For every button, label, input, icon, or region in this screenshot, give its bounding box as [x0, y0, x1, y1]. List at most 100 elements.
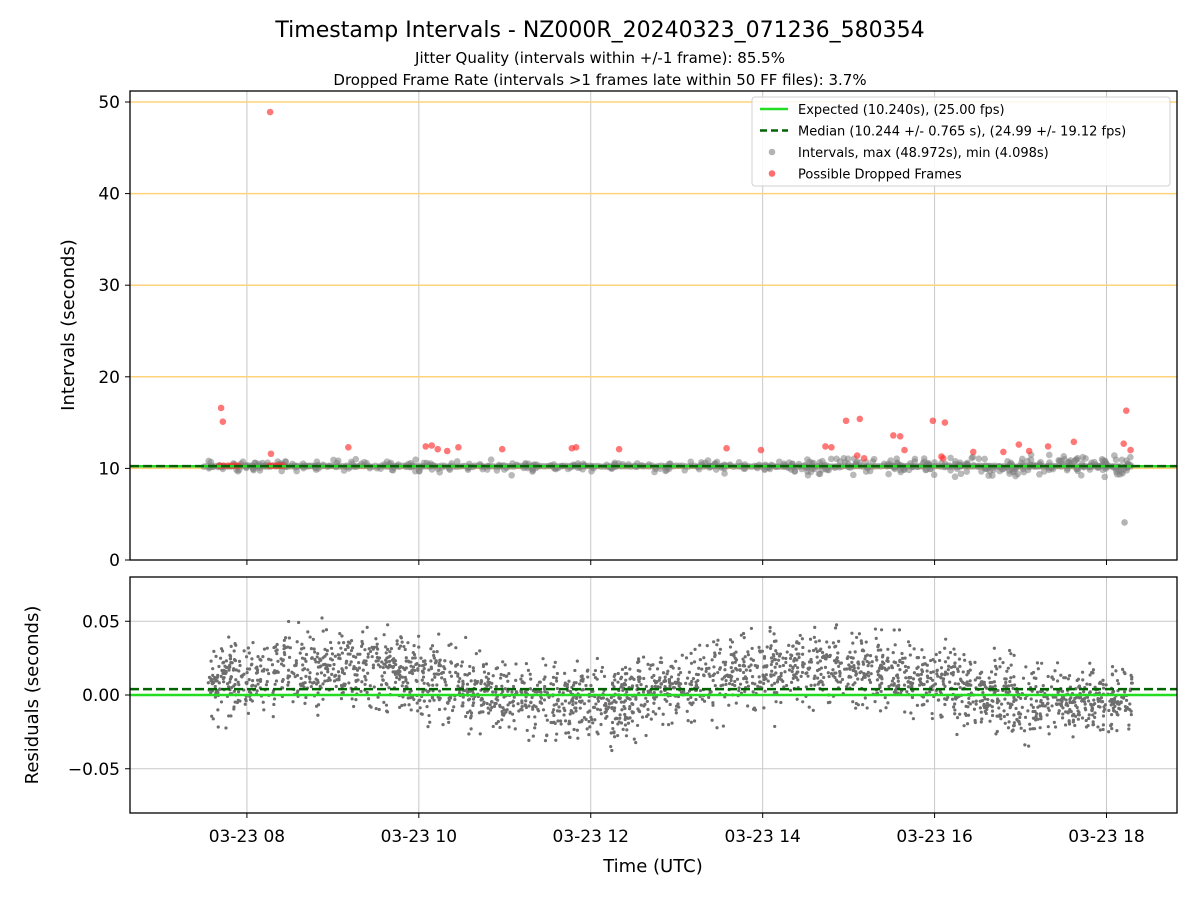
- residual-point: [713, 654, 717, 659]
- residual-point: [1097, 691, 1101, 695]
- residual-point: [1115, 729, 1119, 733]
- residual-point: [734, 701, 738, 705]
- residual-point: [749, 663, 753, 667]
- residual-point: [429, 667, 434, 671]
- residual-point: [272, 670, 276, 675]
- residual-point: [1047, 708, 1051, 712]
- residual-point: [533, 722, 537, 726]
- residual-point: [1019, 696, 1023, 701]
- residual-point: [371, 666, 375, 670]
- residual-point: [294, 663, 298, 668]
- residual-point: [343, 647, 348, 652]
- residual-point: [696, 672, 700, 677]
- residual-point: [960, 699, 964, 704]
- residual-point: [568, 712, 572, 716]
- residual-point: [768, 629, 772, 633]
- residual-point: [274, 649, 278, 653]
- residual-point: [416, 667, 420, 671]
- residual-point: [376, 695, 380, 699]
- residual-point: [281, 678, 285, 682]
- residual-point: [217, 687, 222, 691]
- residual-point: [1024, 665, 1028, 669]
- residual-point: [861, 702, 865, 707]
- residual-point: [555, 732, 559, 736]
- residual-point: [539, 696, 544, 700]
- residual-point: [382, 671, 387, 675]
- residual-point: [1036, 667, 1040, 671]
- residual-point: [917, 683, 922, 687]
- residual-point: [560, 702, 564, 706]
- residual-point: [870, 660, 874, 664]
- residual-point: [309, 685, 313, 689]
- residual-point: [243, 702, 247, 706]
- residual-point: [1096, 699, 1101, 703]
- residual-point: [541, 657, 545, 661]
- residual-point: [1115, 678, 1120, 683]
- residual-point: [912, 647, 916, 651]
- residual-point: [299, 647, 304, 651]
- residual-point: [262, 669, 266, 673]
- residual-point: [282, 643, 286, 648]
- residual-point: [654, 712, 658, 716]
- residual-point: [225, 682, 230, 686]
- residual-point: [574, 696, 579, 701]
- residual-point: [727, 703, 731, 707]
- residual-point: [449, 660, 453, 664]
- residual-point: [840, 677, 845, 682]
- residual-point: [816, 661, 820, 665]
- residual-point: [651, 710, 655, 714]
- residual-point: [211, 673, 215, 677]
- residual-point: [288, 646, 293, 650]
- residual-point: [385, 710, 390, 714]
- residual-point: [490, 700, 494, 704]
- residual-point: [543, 684, 547, 689]
- residual-point: [694, 684, 698, 688]
- residual-point: [807, 667, 811, 671]
- residual-point: [659, 656, 663, 660]
- residual-point: [922, 702, 926, 707]
- residual-point: [857, 632, 862, 636]
- residual-point: [357, 660, 361, 665]
- residual-point: [998, 657, 1002, 661]
- residual-point: [1017, 710, 1021, 715]
- residual-point: [896, 679, 900, 683]
- residual-point: [1086, 699, 1091, 703]
- residual-point: [674, 711, 678, 715]
- residual-point: [900, 651, 904, 656]
- residual-point: [1077, 713, 1081, 717]
- residual-point: [973, 678, 977, 682]
- residual-point: [953, 682, 957, 686]
- residual-point: [908, 653, 912, 657]
- residual-point: [1107, 708, 1111, 713]
- residual-point: [437, 632, 441, 636]
- residual-point: [820, 680, 824, 684]
- residual-point: [631, 711, 635, 715]
- residual-point: [374, 706, 378, 711]
- bottom-y-tick-label: −0.05: [68, 760, 120, 780]
- residual-point: [999, 717, 1003, 721]
- interval-point: [508, 471, 515, 479]
- residual-point: [941, 679, 945, 683]
- residual-point: [258, 677, 263, 682]
- residual-point: [355, 668, 360, 672]
- residual-point: [1114, 669, 1118, 673]
- residual-point: [795, 666, 800, 670]
- residual-point: [613, 672, 617, 677]
- residual-point: [628, 697, 632, 701]
- residual-point: [645, 699, 649, 704]
- residual-point: [1055, 679, 1060, 683]
- residual-point: [753, 708, 758, 712]
- dropped-frame-point: [723, 444, 730, 452]
- residual-point: [874, 655, 878, 659]
- residual-point: [946, 667, 950, 672]
- residual-point: [383, 662, 387, 666]
- residual-point: [774, 649, 778, 653]
- residual-point: [724, 679, 728, 683]
- residual-point: [446, 716, 450, 721]
- residual-point: [943, 673, 947, 677]
- residual-point: [711, 678, 715, 683]
- residual-point: [365, 690, 369, 695]
- residual-point: [430, 644, 435, 648]
- residual-point: [249, 663, 254, 667]
